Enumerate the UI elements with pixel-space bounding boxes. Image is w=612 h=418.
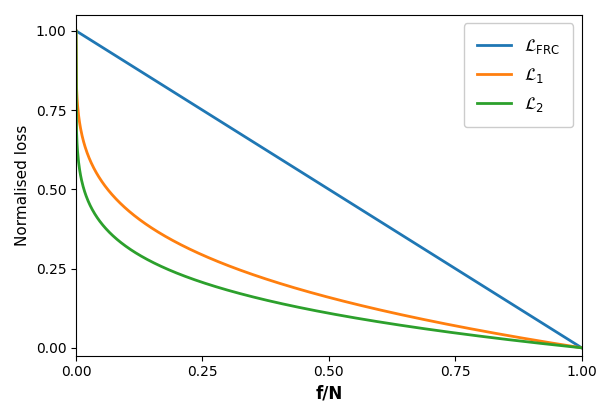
$\mathcal{L}_1$ bbox=[72, 28, 80, 33]
$\mathcal{L}_{\mathrm{FRC}}$ bbox=[295, 168, 302, 173]
$\mathcal{L}_1$ bbox=[124, 207, 132, 212]
$\mathcal{L}_{\mathrm{FRC}}$ bbox=[124, 61, 132, 66]
$\mathcal{L}_2$ bbox=[466, 332, 474, 337]
$\mathcal{L}_1$ bbox=[578, 345, 585, 350]
$\mathcal{L}_{\mathrm{FRC}}$ bbox=[476, 281, 483, 286]
$\mathcal{L}_1$ bbox=[277, 281, 284, 286]
$\mathcal{L}_2$ bbox=[578, 345, 585, 350]
$\mathcal{L}_1$ bbox=[476, 328, 483, 333]
$\mathcal{L}_1$ bbox=[420, 317, 427, 322]
$\mathcal{L}_{\mathrm{FRC}}$ bbox=[466, 275, 474, 280]
$\mathcal{L}_{\mathrm{FRC}}$ bbox=[72, 28, 80, 33]
$\mathcal{L}_2$ bbox=[124, 245, 132, 250]
Line: $\mathcal{L}_2$: $\mathcal{L}_2$ bbox=[76, 31, 581, 348]
$\mathcal{L}_2$ bbox=[295, 305, 302, 310]
$\mathcal{L}_2$ bbox=[476, 334, 483, 339]
$\mathcal{L}_2$ bbox=[420, 326, 427, 331]
Y-axis label: Normalised loss: Normalised loss bbox=[15, 125, 30, 246]
$\mathcal{L}_{\mathrm{FRC}}$ bbox=[578, 345, 585, 350]
$\mathcal{L}_{\mathrm{FRC}}$ bbox=[420, 246, 427, 251]
$\mathcal{L}_1$ bbox=[295, 287, 302, 292]
X-axis label: f/N: f/N bbox=[315, 385, 343, 403]
$\mathcal{L}_1$ bbox=[466, 326, 474, 331]
Line: $\mathcal{L}_1$: $\mathcal{L}_1$ bbox=[76, 31, 581, 348]
$\mathcal{L}_2$ bbox=[72, 28, 80, 33]
Line: $\mathcal{L}_{\mathrm{FRC}}$: $\mathcal{L}_{\mathrm{FRC}}$ bbox=[76, 31, 581, 348]
$\mathcal{L}_2$ bbox=[277, 301, 284, 306]
$\mathcal{L}_{\mathrm{FRC}}$ bbox=[277, 156, 284, 161]
Legend: $\mathcal{L}_{\mathrm{FRC}}$, $\mathcal{L}_1$, $\mathcal{L}_2$: $\mathcal{L}_{\mathrm{FRC}}$, $\mathcal{… bbox=[464, 23, 573, 127]
